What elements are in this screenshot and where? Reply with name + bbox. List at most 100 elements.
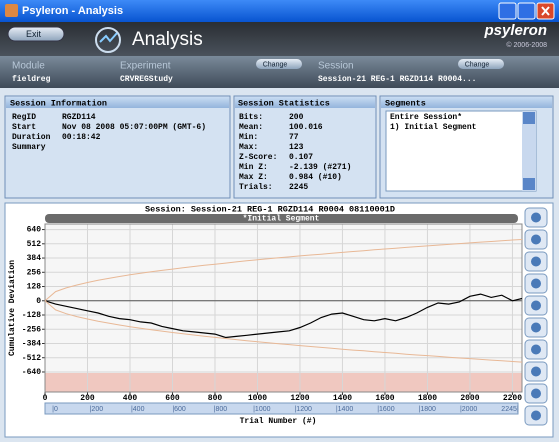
stat-value: 123 bbox=[289, 143, 304, 152]
panel bbox=[233, 95, 377, 199]
stat-value: 100.016 bbox=[289, 123, 323, 132]
stat-key: Min Z: bbox=[239, 163, 268, 172]
y-tick-label: -128 bbox=[22, 311, 41, 320]
slider-label: |2000 bbox=[460, 406, 477, 413]
y-axis-label: Cumulative Deviation bbox=[8, 260, 17, 356]
chart-toolbar bbox=[524, 207, 548, 426]
slider-label: |0 bbox=[52, 406, 58, 413]
stat-value: 200 bbox=[289, 113, 304, 122]
x-tick-label: 1000 bbox=[248, 394, 267, 403]
segment-label: *Initial Segment bbox=[243, 215, 320, 224]
title-bar bbox=[0, 0, 559, 22]
segment-item[interactable]: Entire Session* bbox=[390, 113, 462, 122]
module-label: Module bbox=[12, 61, 45, 72]
x-tick-label: 2200 bbox=[503, 394, 522, 403]
tool-icon bbox=[531, 256, 541, 267]
x-tick-label: 0 bbox=[43, 394, 48, 403]
minimize-button[interactable] bbox=[498, 2, 517, 20]
change-session-button[interactable] bbox=[458, 59, 504, 69]
maximize-button[interactable] bbox=[517, 2, 536, 20]
copyright: © 2006-2008 bbox=[506, 41, 547, 49]
slider-label: |200 bbox=[90, 406, 104, 413]
info-value: 00:18:42 bbox=[62, 133, 101, 142]
stat-value: 77 bbox=[289, 133, 299, 142]
panel-header bbox=[6, 97, 229, 108]
panel-header bbox=[235, 97, 375, 108]
panel-title: Segments bbox=[385, 98, 426, 108]
x-tick-label: 1800 bbox=[418, 394, 437, 403]
x-axis-label: Trial Number (#) bbox=[240, 417, 317, 426]
stat-value: -2.139 (#271) bbox=[289, 163, 351, 172]
segment-list[interactable] bbox=[385, 110, 537, 192]
experiment-value: CRVREGStudy bbox=[120, 75, 173, 84]
tool-icon bbox=[531, 410, 541, 421]
change-session-label: Change bbox=[465, 61, 490, 68]
page-heading: Analysis bbox=[132, 29, 203, 50]
stat-value: 0.984 (#10) bbox=[289, 173, 342, 182]
tool-icon bbox=[531, 234, 541, 245]
change-experiment-label: Change bbox=[263, 61, 288, 68]
stat-key: Max Z: bbox=[239, 173, 268, 182]
window-title: Psyleron - Analysis bbox=[22, 5, 123, 17]
info-key: Duration bbox=[12, 133, 51, 142]
slider-label: |400 bbox=[131, 406, 145, 413]
x-tick-label: 400 bbox=[123, 394, 138, 403]
statistics-panel: Session Statistics bbox=[233, 95, 377, 199]
slider-label: |800 bbox=[214, 406, 228, 413]
plot-area bbox=[45, 224, 522, 392]
segment-item[interactable]: 1) Initial Segment bbox=[390, 123, 477, 132]
y-tick-label: -640 bbox=[22, 368, 41, 377]
panel-header bbox=[381, 97, 552, 108]
logo: psyleron bbox=[483, 22, 547, 39]
threshold-curve bbox=[44, 239, 523, 302]
alert-band bbox=[45, 373, 522, 392]
session-info-panel: Session Information bbox=[4, 95, 231, 199]
deviation-line bbox=[44, 293, 523, 339]
x-tick-label: 1600 bbox=[375, 394, 394, 403]
y-tick-label: 0 bbox=[36, 297, 41, 306]
scroll-down[interactable] bbox=[523, 178, 535, 190]
header bbox=[0, 22, 559, 56]
slider-label: |1600 bbox=[377, 406, 394, 413]
tool-icon bbox=[531, 212, 541, 223]
stat-value: 2245 bbox=[289, 183, 308, 192]
slider-label: 2245| bbox=[501, 406, 519, 413]
module-value: fieldreg bbox=[12, 75, 51, 84]
analysis-icon-line bbox=[99, 32, 118, 43]
segment-bar bbox=[45, 214, 518, 223]
threshold-curve bbox=[44, 300, 523, 363]
x-tick-label: 800 bbox=[208, 394, 223, 403]
y-tick-label: -256 bbox=[22, 325, 41, 334]
experiment-label: Experiment bbox=[120, 61, 171, 72]
stat-key: Mean: bbox=[239, 123, 263, 132]
chart-title: Session: Session-21 REG-1 RGZD114 R0004 … bbox=[145, 204, 395, 214]
y-tick-label: 128 bbox=[27, 283, 42, 292]
x-tick-label: 600 bbox=[165, 394, 180, 403]
change-experiment-button[interactable] bbox=[256, 59, 302, 69]
tool-icon bbox=[531, 278, 541, 289]
stat-key: Trials: bbox=[239, 183, 273, 192]
slider-label: |1000 bbox=[253, 406, 270, 413]
range-slider[interactable] bbox=[44, 402, 519, 415]
info-key: RegID bbox=[12, 113, 36, 122]
exit-button[interactable] bbox=[7, 26, 65, 42]
plot-border bbox=[44, 223, 523, 393]
close-icon bbox=[541, 6, 550, 16]
info-key: Start bbox=[12, 123, 36, 132]
tool-icon bbox=[531, 322, 541, 333]
x-tick-label: 2000 bbox=[460, 394, 479, 403]
stat-key: Z-Score: bbox=[239, 153, 277, 162]
analysis-icon bbox=[95, 27, 121, 53]
y-tick-label: -384 bbox=[22, 340, 41, 349]
stat-key: Bits: bbox=[239, 113, 263, 122]
tool-icon bbox=[531, 300, 541, 311]
scroll-up[interactable] bbox=[523, 112, 535, 124]
segments-panel: Segments bbox=[379, 95, 554, 199]
tool-icon bbox=[531, 366, 541, 377]
info-key: Summary bbox=[12, 143, 46, 152]
y-tick-label: 640 bbox=[27, 226, 42, 235]
x-tick-label: 200 bbox=[80, 394, 95, 403]
stat-key: Max: bbox=[239, 143, 258, 152]
scrollbar[interactable] bbox=[522, 111, 536, 191]
